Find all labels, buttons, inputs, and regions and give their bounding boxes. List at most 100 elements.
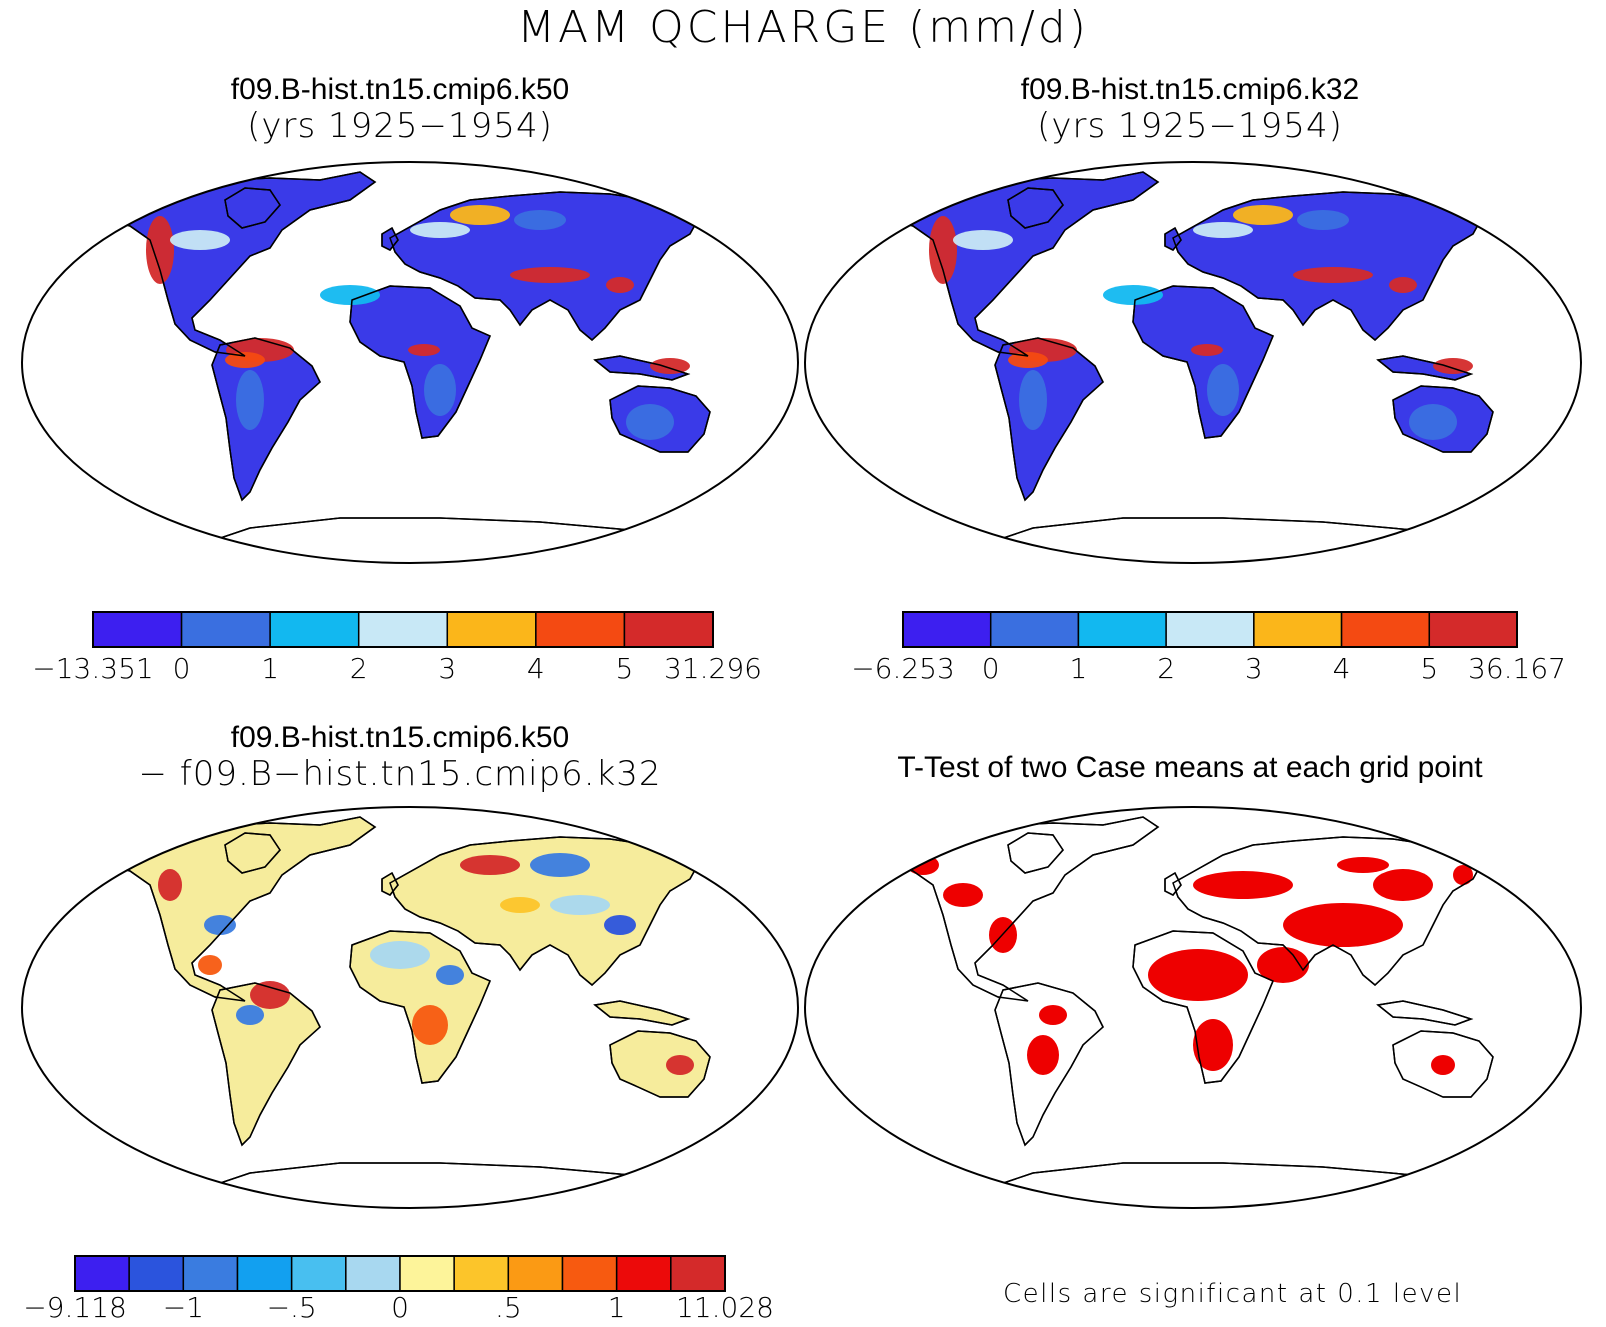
colorbar-swatch — [989, 611, 1080, 648]
colorbar-swatch — [1340, 611, 1431, 648]
coastline-africa — [1132, 930, 1274, 1084]
map-land-layer — [889, 171, 1494, 563]
field-patch — [510, 267, 590, 283]
coastline-uk — [381, 226, 399, 251]
colorbar-tick-label: 2 — [1157, 652, 1176, 685]
colorbar-tick-label: 1 — [261, 652, 280, 685]
panel-title-k50-line1: f09.B-hist.tn15.cmip6.k50 — [230, 73, 570, 106]
coastline-greenland — [1007, 187, 1064, 229]
field-patch — [500, 897, 540, 913]
field-patch — [604, 915, 636, 935]
significance-note: Cells are significant at 0.1 level — [1003, 1279, 1463, 1309]
field-patch — [460, 855, 520, 875]
panel-title-k32-line2: (yrs 1925−1954) — [1037, 106, 1343, 146]
map-land-layer — [106, 816, 711, 1208]
significant-region — [1039, 1005, 1067, 1025]
continent-antarctica — [167, 517, 672, 563]
panel-title-diff: f09.B-hist.tn15.cmip6.k50 − f09.B−hist.t… — [0, 720, 800, 792]
colorbar-swatch — [290, 1255, 347, 1292]
panel-title-k32: f09.B-hist.tn15.cmip6.k32 (yrs 1925−1954… — [790, 72, 1590, 144]
coastline-indonesia — [1376, 1000, 1474, 1026]
continent-antarctica — [167, 1162, 672, 1208]
field-patch — [412, 1005, 448, 1045]
coastline-north-america — [889, 171, 1160, 357]
field-patch — [626, 404, 674, 440]
coastline-greenland — [224, 187, 281, 229]
colorbar-swatch — [507, 1255, 564, 1292]
field-patch — [370, 941, 430, 969]
colorbar-swatch — [74, 1255, 130, 1292]
colorbar-tick-label: −13.351 — [32, 652, 154, 685]
colorbar-tick-label: 11.028 — [676, 1291, 774, 1324]
field-patch — [450, 205, 510, 225]
colorbar-tick-label: 5 — [615, 652, 634, 685]
colorbar-tick-label: 4 — [526, 652, 545, 685]
coastline-greenland — [1007, 832, 1064, 874]
colorbar-tick-label: 1 — [607, 1291, 626, 1324]
colorbar-k32-labels: −6.253 0 1 2 3 4 5 36.167 — [851, 652, 1566, 688]
colorbar-swatch — [1428, 611, 1518, 648]
field-patch — [1103, 285, 1163, 305]
coastline-south-america — [994, 337, 1104, 502]
significant-region — [1337, 857, 1389, 873]
colorbar-frame — [74, 1255, 726, 1292]
colorbar-swatch — [535, 611, 626, 648]
colorbar-swatch — [1253, 611, 1343, 648]
coastline-indonesia — [593, 1000, 691, 1026]
field-patch — [1293, 267, 1373, 283]
coastline-greenland — [224, 832, 281, 874]
field-patch — [204, 915, 236, 935]
colorbar-frame — [902, 611, 1518, 648]
map-border — [804, 161, 1582, 564]
colorbar-swatch — [92, 611, 183, 648]
field-patch — [236, 370, 264, 430]
map-border — [21, 806, 799, 1209]
significant-region — [1283, 903, 1403, 947]
colorbar-swatch — [345, 1255, 401, 1292]
significant-region — [1193, 871, 1293, 899]
panel-title-k50: f09.B-hist.tn15.cmip6.k50 (yrs 1925−1954… — [0, 72, 800, 144]
coastline-indonesia — [1376, 355, 1474, 381]
field-patch — [1207, 364, 1239, 416]
field-patch — [198, 955, 222, 975]
colorbar-tick-label: −.5 — [266, 1291, 317, 1324]
panel-title-diff-line1: f09.B-hist.tn15.cmip6.k50 — [230, 721, 570, 754]
colorbar-tick-label: 3 — [438, 652, 457, 685]
colorbar-swatch — [453, 1255, 510, 1292]
field-patch — [606, 277, 634, 293]
map-diff — [21, 806, 799, 1209]
colorbar-swatch — [236, 1255, 293, 1292]
colorbar-tick-label: −1 — [162, 1291, 204, 1324]
panel-title-k32-line1: f09.B-hist.tn15.cmip6.k32 — [1020, 73, 1360, 106]
colorbar-swatch — [446, 611, 537, 648]
field-patch — [1233, 205, 1293, 225]
field-patch — [1389, 277, 1417, 293]
colorbar-k32 — [902, 611, 1518, 648]
colorbar-tick-label: 4 — [1332, 652, 1351, 685]
coastline-australia — [1392, 385, 1494, 453]
significant-region — [1193, 1019, 1233, 1071]
colorbar-frame — [92, 611, 714, 648]
map-land-layer — [106, 171, 711, 563]
colorbar-tick-label: 36.167 — [1468, 652, 1566, 685]
field-patch — [250, 981, 290, 1009]
coastline-south-america — [994, 982, 1104, 1147]
significant-region — [943, 883, 983, 907]
coastline-north-america — [106, 816, 377, 1002]
colorbar-diff-labels: −9.118 −1 −.5 0 .5 1 11.028 — [23, 1291, 774, 1327]
field-patch — [424, 364, 456, 416]
coastline-africa — [349, 285, 491, 439]
coastline-africa — [349, 930, 491, 1084]
coastline-north-america — [889, 816, 1160, 1002]
colorbar-tick-label: 31.296 — [664, 652, 762, 685]
colorbar-tick-label: −6.253 — [851, 652, 955, 685]
field-patch — [225, 352, 265, 368]
colorbar-tick-label: 2 — [349, 652, 368, 685]
colorbar-swatch — [269, 611, 360, 648]
colorbar-tick-label: 0 — [981, 652, 1000, 685]
field-patch — [236, 1005, 264, 1025]
coastline-south-america — [211, 337, 321, 502]
panel-title-k50-line2: (yrs 1925−1954) — [247, 106, 553, 146]
significant-region — [1453, 865, 1473, 885]
panel-title-ttest: T-Test of two Case means at each grid po… — [790, 750, 1590, 786]
